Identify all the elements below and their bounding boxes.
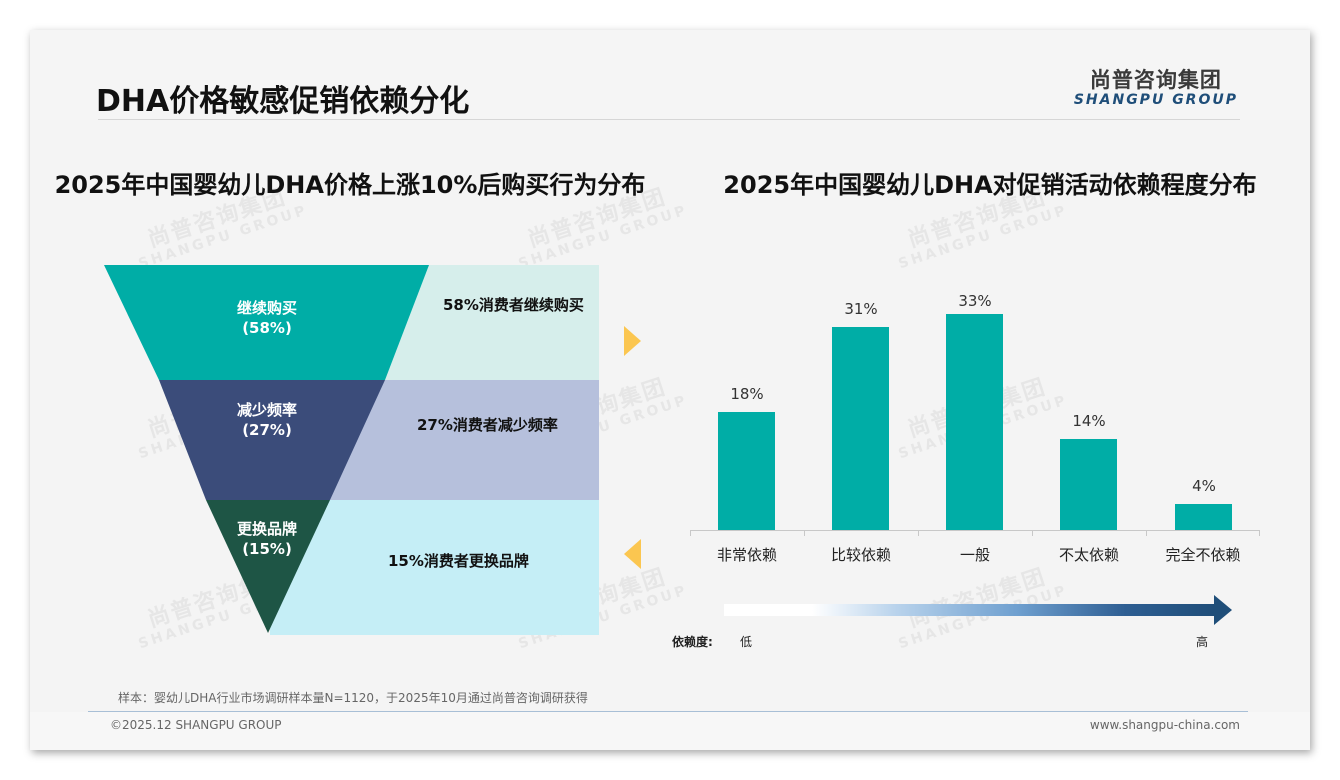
funnel-shape: [104, 265, 429, 633]
funnel-desc-switch: 15%消费者更换品牌: [388, 552, 529, 570]
bar-not-dependent: [1175, 504, 1232, 530]
logo-en-text: SHANGPU GROUP: [1073, 92, 1238, 108]
arrow-right-icon: [1214, 595, 1232, 625]
bar-value-label: 4%: [1192, 477, 1216, 495]
funnel-segment-reduce: [159, 380, 385, 500]
bar-value-label: 18%: [730, 385, 764, 403]
triangle-right-icon: [624, 326, 641, 356]
bar-fairly-dependent: [832, 327, 889, 530]
footer-band: [30, 712, 1310, 750]
x-axis-label: 一般: [959, 546, 990, 564]
footer-divider: [88, 711, 1248, 712]
x-axis-label: 非常依赖: [716, 546, 777, 564]
dependency-gradient-bar: [724, 604, 1214, 616]
funnel-segment-continue: [104, 265, 429, 380]
bar-chart-plot: 18% 31% 33% 14% 4% 非常依赖 比较依赖 一般 不太依赖 完全不…: [690, 290, 1260, 590]
x-axis-tick: [1259, 530, 1260, 536]
dependency-scale-label: 依赖度:: [672, 635, 713, 649]
slide: 尚普咨询集团 SHANGPU GROUP 尚普咨询集团 SHANGPU GROUP …: [30, 30, 1310, 750]
x-axis-tick: [690, 530, 691, 536]
funnel-label-continue: 继续购买 (58%): [236, 299, 297, 337]
sample-note: 样本：婴幼儿DHA行业市场调研样本量N=1120，于2025年10月通过尚普咨询…: [118, 691, 588, 705]
bar-very-dependent: [718, 412, 775, 530]
company-logo: 尚普咨询集团 SHANGPU GROUP: [1074, 64, 1238, 108]
funnel-label-reduce: 减少频率 (27%): [236, 401, 297, 439]
funnel-desc-reduce: 27%消费者减少频率: [417, 416, 558, 434]
bar-value-label: 14%: [1072, 412, 1106, 430]
funnel-desc-continue: 58%消费者继续购买: [443, 296, 584, 314]
dependency-high-label: 高: [1196, 635, 1209, 649]
bar-value-label: 31%: [844, 300, 878, 318]
funnel-segment-switch: [206, 500, 330, 633]
x-axis-label: 不太依赖: [1058, 546, 1119, 564]
x-axis-tick: [918, 530, 919, 536]
x-axis-label: 完全不依赖: [1165, 546, 1241, 564]
x-axis-tick: [804, 530, 805, 536]
header-band: [30, 30, 1310, 120]
title-divider: [98, 119, 1240, 120]
funnel-chart-title: 2025年中国婴幼儿DHA价格上涨10%后购买行为分布: [54, 171, 646, 199]
bar-chart-title: 2025年中国婴幼儿DHA对促销活动依赖程度分布: [723, 171, 1257, 199]
x-axis-tick: [1032, 530, 1033, 536]
funnel-label-switch: 更换品牌 (15%): [236, 520, 297, 558]
copyright-text: ©2025.12 SHANGPU GROUP: [110, 718, 282, 732]
logo-cn-text: 尚普咨询集团: [1089, 68, 1222, 92]
funnel-band-switch: [270, 500, 599, 635]
x-axis-tick: [1146, 530, 1147, 536]
dependency-low-label: 低: [740, 635, 753, 649]
bar-not-very-dependent: [1060, 439, 1117, 530]
x-axis-label: 比较依赖: [830, 546, 891, 564]
website-link[interactable]: www.shangpu-china.com: [1089, 718, 1240, 732]
bar-value-label: 33%: [958, 292, 992, 310]
triangle-left-icon: [624, 539, 641, 569]
page-title: DHA价格敏感促销依赖分化: [96, 84, 470, 119]
bar-neutral: [946, 314, 1003, 530]
x-axis: [690, 530, 1260, 531]
